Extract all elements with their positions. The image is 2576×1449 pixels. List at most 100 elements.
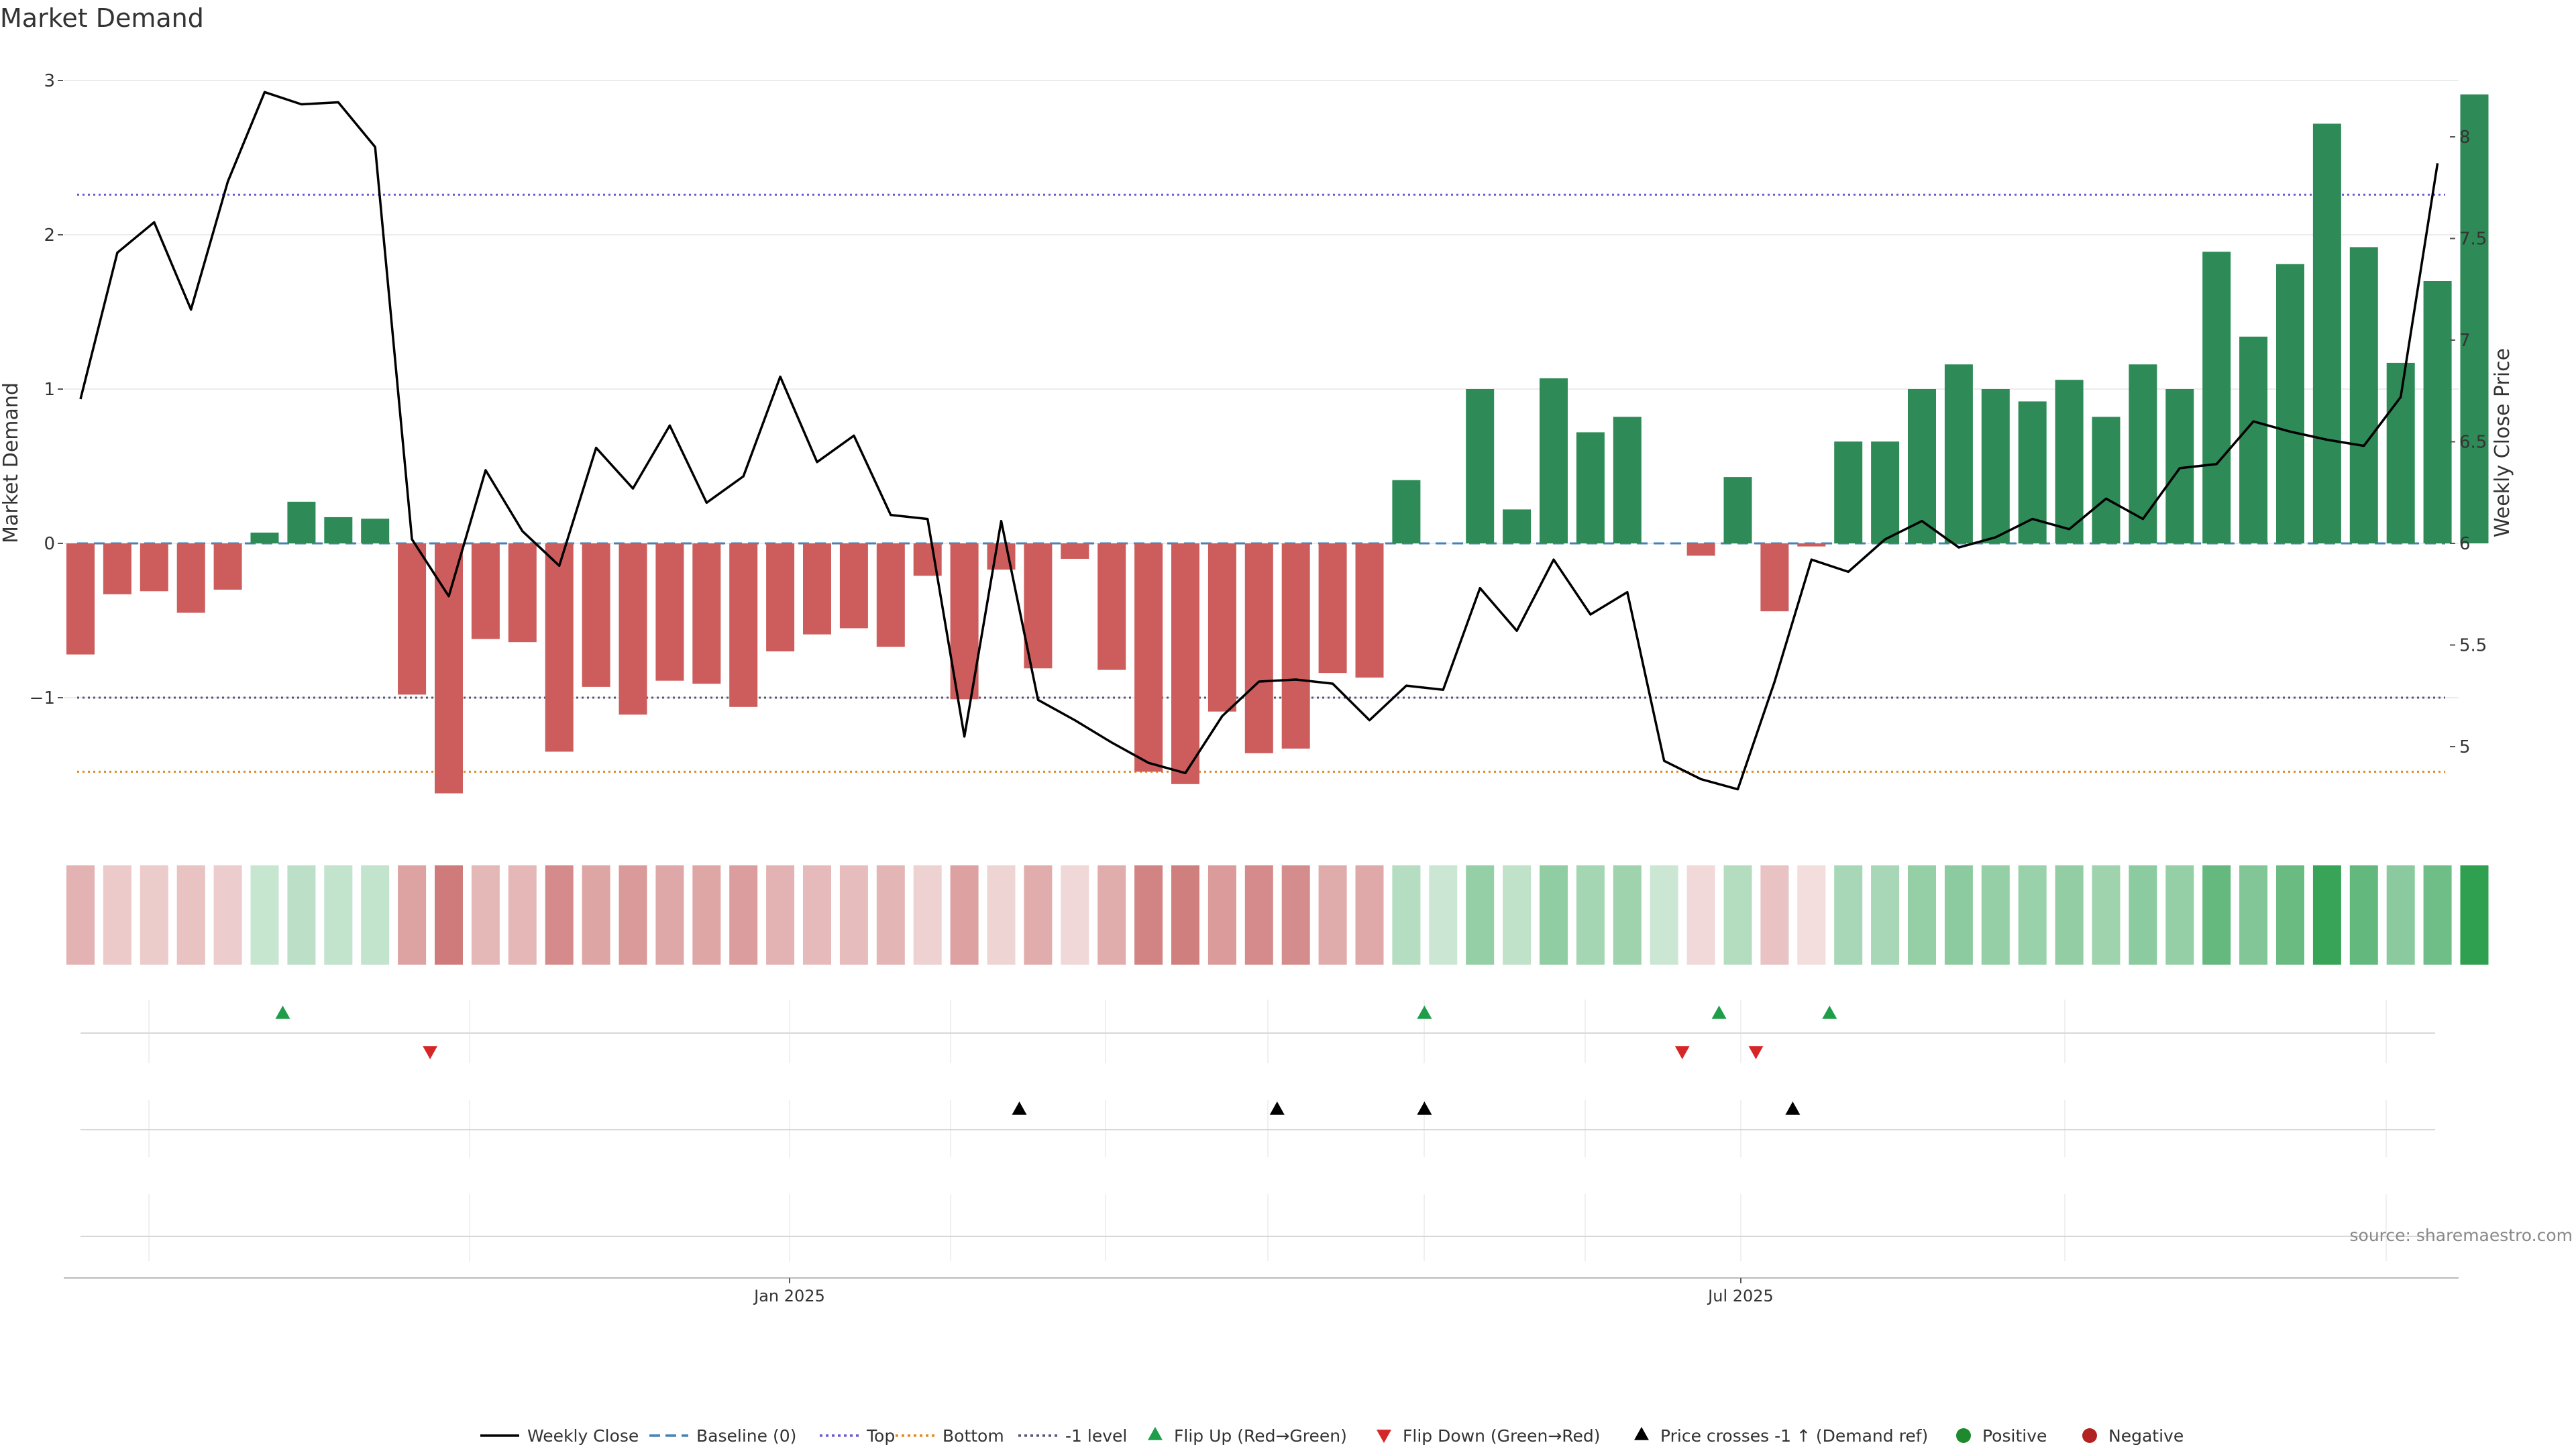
- negative-demand-bar: [471, 543, 500, 639]
- heat-cell: [1097, 865, 1126, 965]
- heat-cell: [66, 865, 95, 965]
- heat-cell: [1540, 865, 1568, 965]
- heat-cell: [435, 865, 463, 965]
- legend-label: Top: [866, 1426, 895, 1446]
- positive-demand-bar: [287, 501, 316, 543]
- negative-demand-bar: [1797, 543, 1826, 547]
- heat-cell: [1650, 865, 1678, 965]
- heat-cell: [2018, 865, 2047, 965]
- heat-cell: [1908, 865, 1936, 965]
- x-tick-label: Jul 2025: [1707, 1287, 1774, 1305]
- heat-cell: [398, 865, 427, 965]
- heat-cell: [582, 865, 610, 965]
- heat-cell: [324, 865, 353, 965]
- heat-cell: [1171, 865, 1199, 965]
- heat-cell: [1871, 865, 1900, 965]
- flip-signals-row: [80, 1000, 2435, 1063]
- positive-demand-bar: [2129, 364, 2157, 543]
- heat-cell: [287, 865, 316, 965]
- heat-cell: [729, 865, 758, 965]
- y-tick-label: 0: [44, 534, 55, 554]
- heat-cell: [508, 865, 537, 965]
- heat-cell: [103, 865, 131, 965]
- heat-cell: [1061, 865, 1089, 965]
- legend-swatch-dot: [2082, 1428, 2097, 1443]
- negative-demand-bar: [1281, 543, 1310, 749]
- heat-cell: [471, 865, 500, 965]
- legend-label: Negative: [2108, 1426, 2184, 1446]
- heat-cell: [1834, 865, 1863, 965]
- positive-demand-bar: [1392, 480, 1421, 543]
- positive-demand-bar: [2202, 252, 2231, 543]
- legend: Weekly Close Baseline (0) Top Bottom -1 leve…: [480, 1426, 2184, 1446]
- positive-demand-bar: [1871, 441, 1900, 543]
- heat-cell: [1134, 865, 1163, 965]
- positive-demand-bar: [1466, 389, 1495, 543]
- chart-title: Market Demand: [0, 3, 204, 33]
- heat-cell: [2202, 865, 2231, 965]
- negative-demand-bar: [1171, 543, 1199, 784]
- positive-demand-bar: [2312, 123, 2341, 543]
- heat-cell: [1024, 865, 1053, 965]
- heat-cell: [950, 865, 979, 965]
- negative-demand-bar: [140, 543, 168, 592]
- negative-demand-bar: [1244, 543, 1273, 753]
- negative-demand-bar: [545, 543, 574, 752]
- price-cross-marker: [1269, 1102, 1285, 1115]
- negative-demand-bar: [1318, 543, 1347, 674]
- negative-demand-bar: [435, 543, 463, 794]
- negative-demand-bar: [1208, 543, 1236, 712]
- positive-demand-bar: [1834, 441, 1863, 543]
- y-axis-title: Market Demand: [0, 382, 23, 543]
- flip-up-marker: [1417, 1006, 1432, 1019]
- heat-cell: [1355, 865, 1384, 965]
- heat-cell: [655, 865, 684, 965]
- heat-cell: [2349, 865, 2378, 965]
- legend-label: Price crosses -1 ↑ (Demand ref): [1660, 1426, 1928, 1446]
- y-tick-label: 3: [44, 71, 55, 91]
- empty-signal-row: [80, 1194, 2435, 1261]
- heat-cell: [1503, 865, 1532, 965]
- y-tick-label: 2: [44, 225, 55, 246]
- heat-cell: [1797, 865, 1826, 965]
- legend-label: Weekly Close: [527, 1426, 639, 1446]
- positive-demand-bar: [324, 517, 353, 543]
- negative-demand-bar: [1355, 543, 1384, 678]
- x-axis: Jan 2025 Jul 2025: [64, 1277, 2459, 1305]
- y2-axis-ticks: 8 7.5 7 6.5 6 5.5 5: [2450, 127, 2487, 757]
- heat-cell: [987, 865, 1016, 965]
- source-note: source: sharemaestro.com: [2350, 1226, 2573, 1245]
- positive-demand-bar: [2460, 94, 2489, 543]
- heat-cell: [1613, 865, 1642, 965]
- heat-cell: [250, 865, 279, 965]
- legend-label: Baseline (0): [696, 1426, 796, 1446]
- flip-down-marker: [1748, 1046, 1764, 1059]
- heat-cell: [2165, 865, 2194, 965]
- negative-demand-bar: [103, 543, 131, 594]
- heat-cell: [1318, 865, 1347, 965]
- legend-swatch-triangle-down: [1377, 1430, 1391, 1443]
- heat-cell: [1281, 865, 1310, 965]
- heat-cell: [1944, 865, 1973, 965]
- heat-cell: [913, 865, 942, 965]
- positive-demand-bar: [1908, 389, 1936, 543]
- positive-demand-bar: [250, 532, 279, 543]
- heat-cell: [2092, 865, 2121, 965]
- legend-swatch-triangle-up: [1148, 1427, 1163, 1440]
- y2-tick-label: 6: [2459, 534, 2471, 554]
- heat-cell: [766, 865, 795, 965]
- y2-tick-label: 7: [2459, 331, 2471, 351]
- heat-cell: [1392, 865, 1421, 965]
- positive-demand-bar: [1944, 364, 1973, 543]
- legend-swatch-triangle-up: [1634, 1427, 1649, 1440]
- positive-demand-bar: [2055, 380, 2084, 543]
- positive-demand-bar: [2276, 264, 2304, 543]
- y-axis-ticks: 3 2 1 0 −1: [30, 71, 63, 708]
- legend-label: Flip Up (Red→Green): [1174, 1426, 1347, 1446]
- heat-cell: [2386, 865, 2415, 965]
- negative-demand-bar: [508, 543, 537, 643]
- negative-demand-bar: [398, 543, 427, 695]
- heat-cell: [839, 865, 868, 965]
- y2-tick-label: 5.5: [2459, 636, 2487, 656]
